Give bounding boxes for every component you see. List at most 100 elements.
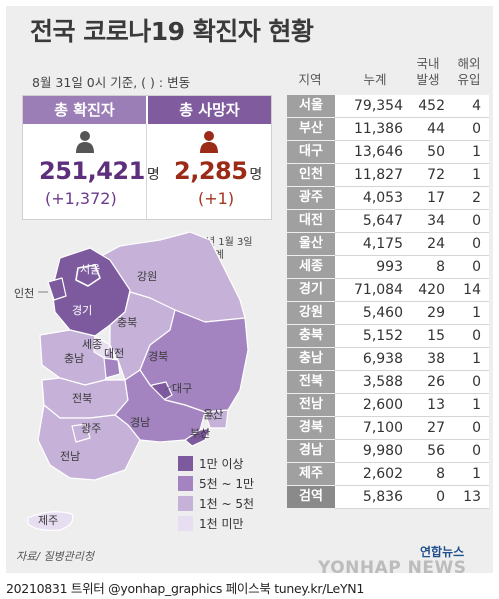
- map-label-chungbuk: 충북: [117, 316, 137, 329]
- table-row: 서울 79,354 452 4: [287, 95, 489, 118]
- table-row: 제주 2,602 8 1: [287, 463, 489, 486]
- row-background: [335, 95, 489, 117]
- row-divider: [335, 117, 489, 118]
- row-total: 79,354: [354, 98, 403, 114]
- source-note: 자료/ 질병관리청: [16, 550, 95, 563]
- map-label-seoul: 서울: [80, 263, 100, 276]
- row-background: [335, 141, 489, 163]
- row-total: 13,646: [354, 144, 403, 160]
- row-background: [335, 279, 489, 301]
- row-divider: [335, 370, 489, 371]
- map-label-daegu: 대구: [172, 382, 192, 395]
- region-seoul: [75, 264, 101, 287]
- row-background: [335, 417, 489, 439]
- col-header-overseas-line1: 해외: [457, 56, 481, 71]
- row-background: [335, 164, 489, 186]
- row-overseas: 0: [472, 236, 481, 252]
- table-row: 세종 993 8 0: [287, 256, 489, 279]
- col-header-overseas: 해외 유입: [448, 56, 490, 88]
- row-overseas: 1: [472, 305, 481, 321]
- row-total: 5,647: [362, 213, 403, 229]
- row-domestic: 15: [427, 328, 445, 344]
- row-domestic: 56: [427, 443, 445, 459]
- page-title: 전국 코로나19 확진자 현황: [30, 17, 314, 46]
- region-daejeon: [103, 357, 121, 379]
- table-row: 충남 6,938 38 1: [287, 348, 489, 371]
- region-jeju: [27, 511, 74, 531]
- row-domestic: 26: [427, 374, 445, 390]
- card-divider: [146, 124, 147, 219]
- deaths-change: (+1): [198, 189, 235, 208]
- row-region: 대전: [287, 210, 335, 232]
- row-total: 4,053: [362, 190, 403, 206]
- map-label-jeonnam: 전남: [60, 450, 80, 463]
- legend-swatch: [178, 495, 193, 511]
- row-divider: [335, 416, 489, 417]
- row-total: 2,600: [362, 397, 403, 413]
- legend-item: 1천 미만: [178, 513, 254, 533]
- row-background: [335, 394, 489, 416]
- row-region: 경남: [287, 440, 335, 462]
- region-busan: [184, 427, 211, 447]
- row-divider: [335, 439, 489, 440]
- watermark: YONHAP NEWS: [318, 558, 467, 578]
- row-divider: [335, 393, 489, 394]
- row-domestic: 44: [427, 121, 445, 137]
- row-domestic: 8: [436, 259, 445, 275]
- map-label-busan: 부산: [190, 427, 210, 440]
- row-total: 71,084: [354, 282, 403, 298]
- row-domestic: 452: [418, 98, 445, 114]
- row-region: 제주: [287, 463, 335, 485]
- row-region: 경북: [287, 417, 335, 439]
- map-label-incheon: 인천: [14, 286, 34, 300]
- deaths-unit: 명: [249, 167, 262, 183]
- row-domestic: 0: [436, 489, 445, 505]
- col-header-total: 누계: [363, 72, 387, 87]
- row-region: 세종: [287, 256, 335, 278]
- footer-bar: [0, 574, 499, 599]
- row-background: [335, 371, 489, 393]
- row-domestic: 72: [427, 167, 445, 183]
- table-row: 전북 3,588 26 0: [287, 371, 489, 394]
- col-header-domestic-line2: 발생: [416, 72, 440, 87]
- table-row: 대전 5,647 34 0: [287, 210, 489, 233]
- map-label-jeonbuk: 전북: [72, 392, 92, 405]
- row-region: 강원: [287, 302, 335, 324]
- row-background: [335, 187, 489, 209]
- table-row: 인천 11,827 72 1: [287, 164, 489, 187]
- row-overseas: 1: [472, 466, 481, 482]
- row-background: [335, 118, 489, 140]
- legend-item: 1천 ~ 5천: [178, 493, 254, 513]
- date-note: 8월 31일 0시 기준, ( ) : 변동: [32, 75, 191, 90]
- col-header-region: 지역: [298, 72, 322, 87]
- row-region: 울산: [287, 233, 335, 255]
- row-domestic: 13: [427, 397, 445, 413]
- col-header-domestic-line1: 국내: [416, 56, 440, 71]
- deaths-header: 총 사망자: [148, 96, 271, 124]
- row-background: [335, 233, 489, 255]
- row-domestic: 34: [427, 213, 445, 229]
- region-incheon: [47, 277, 67, 301]
- region-gwangju: [71, 423, 91, 443]
- row-divider: [335, 301, 489, 302]
- map-label-gyeongbuk: 경북: [148, 350, 168, 363]
- table-row: 검역 5,836 0 13: [287, 486, 489, 509]
- row-domestic: 27: [427, 420, 445, 436]
- row-overseas: 0: [472, 259, 481, 275]
- confirmed-total: 251,421 명: [39, 157, 160, 185]
- row-overseas: 1: [472, 167, 481, 183]
- row-background: [335, 256, 489, 278]
- row-divider: [335, 485, 489, 486]
- row-domestic: 29: [427, 305, 445, 321]
- table-row: 경남 9,980 56 0: [287, 440, 489, 463]
- row-divider: [335, 209, 489, 210]
- confirmed-value: 251,421: [39, 157, 145, 185]
- row-total: 5,152: [362, 328, 403, 344]
- row-background: [335, 440, 489, 462]
- row-overseas: 0: [472, 213, 481, 229]
- row-divider: [335, 508, 489, 509]
- table-row: 충북 5,152 15 0: [287, 325, 489, 348]
- row-region: 광주: [287, 187, 335, 209]
- row-background: [335, 325, 489, 347]
- row-total: 9,980: [362, 443, 403, 459]
